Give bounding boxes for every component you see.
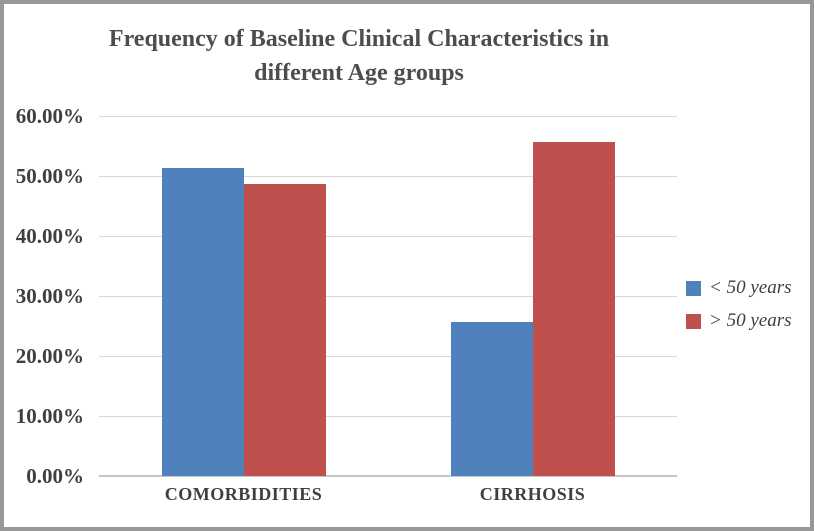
gridline-40	[99, 236, 677, 237]
bar-cirrhosis-under-50	[450, 321, 533, 476]
gridline-50	[99, 176, 677, 177]
x-axis-line	[99, 475, 677, 477]
gridline-10	[99, 416, 677, 417]
legend-item-over-50: > 50 years	[686, 310, 791, 332]
legend-swatch-icon	[686, 313, 701, 329]
y-tick-label-10.00%: 10.00%	[15, 404, 84, 428]
y-tick-label-30.00%: 30.00%	[15, 284, 84, 308]
chart-title-line-1: Frequency of Baseline Clinical Character…	[108, 26, 610, 52]
legend-label: < 50 years	[709, 277, 792, 298]
legend: < 50 years > 50 years	[686, 277, 791, 343]
gridline-20	[99, 356, 677, 357]
chart-title-line-2: different Age groups	[254, 60, 464, 86]
legend-label: > 50 years	[709, 310, 792, 331]
x-category-label-cirrhosis: CIRRHOSIS	[479, 484, 586, 504]
y-tick-label-40.00%: 40.00%	[15, 224, 84, 248]
y-tick-label-50.00%: 50.00%	[15, 164, 84, 188]
bar-comorbidities-over-50	[243, 184, 326, 476]
chart-title: Frequency of Baseline Clinical Character…	[24, 22, 694, 90]
y-tick-label-20.00%: 20.00%	[15, 344, 84, 368]
gridline-30	[99, 296, 677, 297]
y-tick-label-0.00%: 0.00%	[26, 464, 84, 488]
bar-comorbidities-under-50	[161, 167, 244, 476]
x-category-label-comorbidities: COMORBIDITIES	[164, 484, 323, 504]
bar-cirrhosis-over-50	[532, 142, 615, 476]
legend-swatch-icon	[686, 280, 701, 296]
legend-item-under-50: < 50 years	[686, 277, 791, 299]
y-tick-label-60.00%: 60.00%	[15, 104, 84, 128]
plot-area	[99, 116, 677, 477]
gridline-60	[99, 116, 677, 117]
